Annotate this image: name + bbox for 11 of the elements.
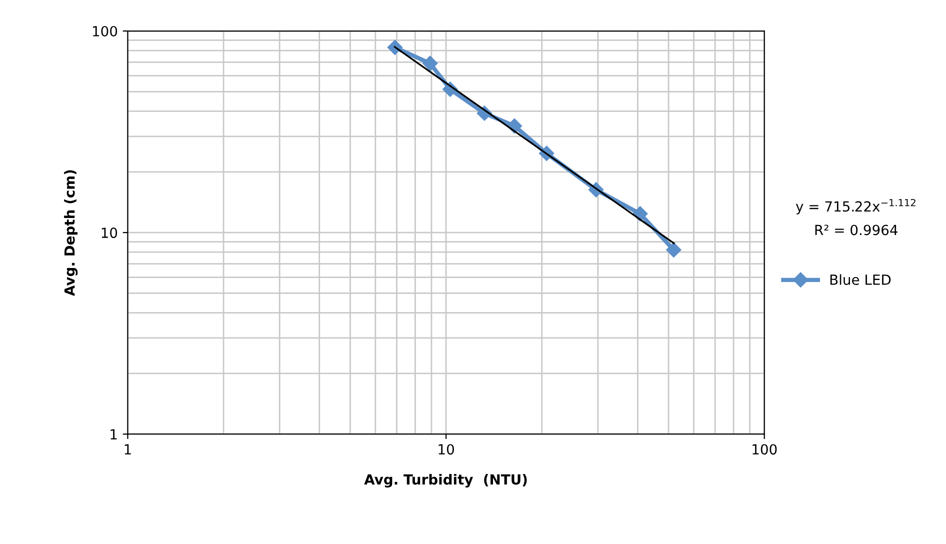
- x-tick-label: 10: [438, 444, 454, 455]
- y-axis-title: Avg. Depth (cm): [64, 170, 78, 296]
- x-tick-label: 100: [752, 444, 777, 455]
- legend-label: Blue LED: [830, 274, 891, 285]
- x-axis-title: Avg. Turbidity (NTU): [364, 474, 527, 488]
- x-tick-label: 1: [124, 444, 131, 454]
- y-tick-label: 1: [110, 429, 117, 440]
- y-tick-label: 10: [102, 228, 118, 238]
- y-tick-label: 100: [93, 26, 118, 36]
- text: R² = 0.9964: [815, 224, 898, 236]
- text: y = 715.22x$^{−1.112}$: [796, 198, 916, 214]
